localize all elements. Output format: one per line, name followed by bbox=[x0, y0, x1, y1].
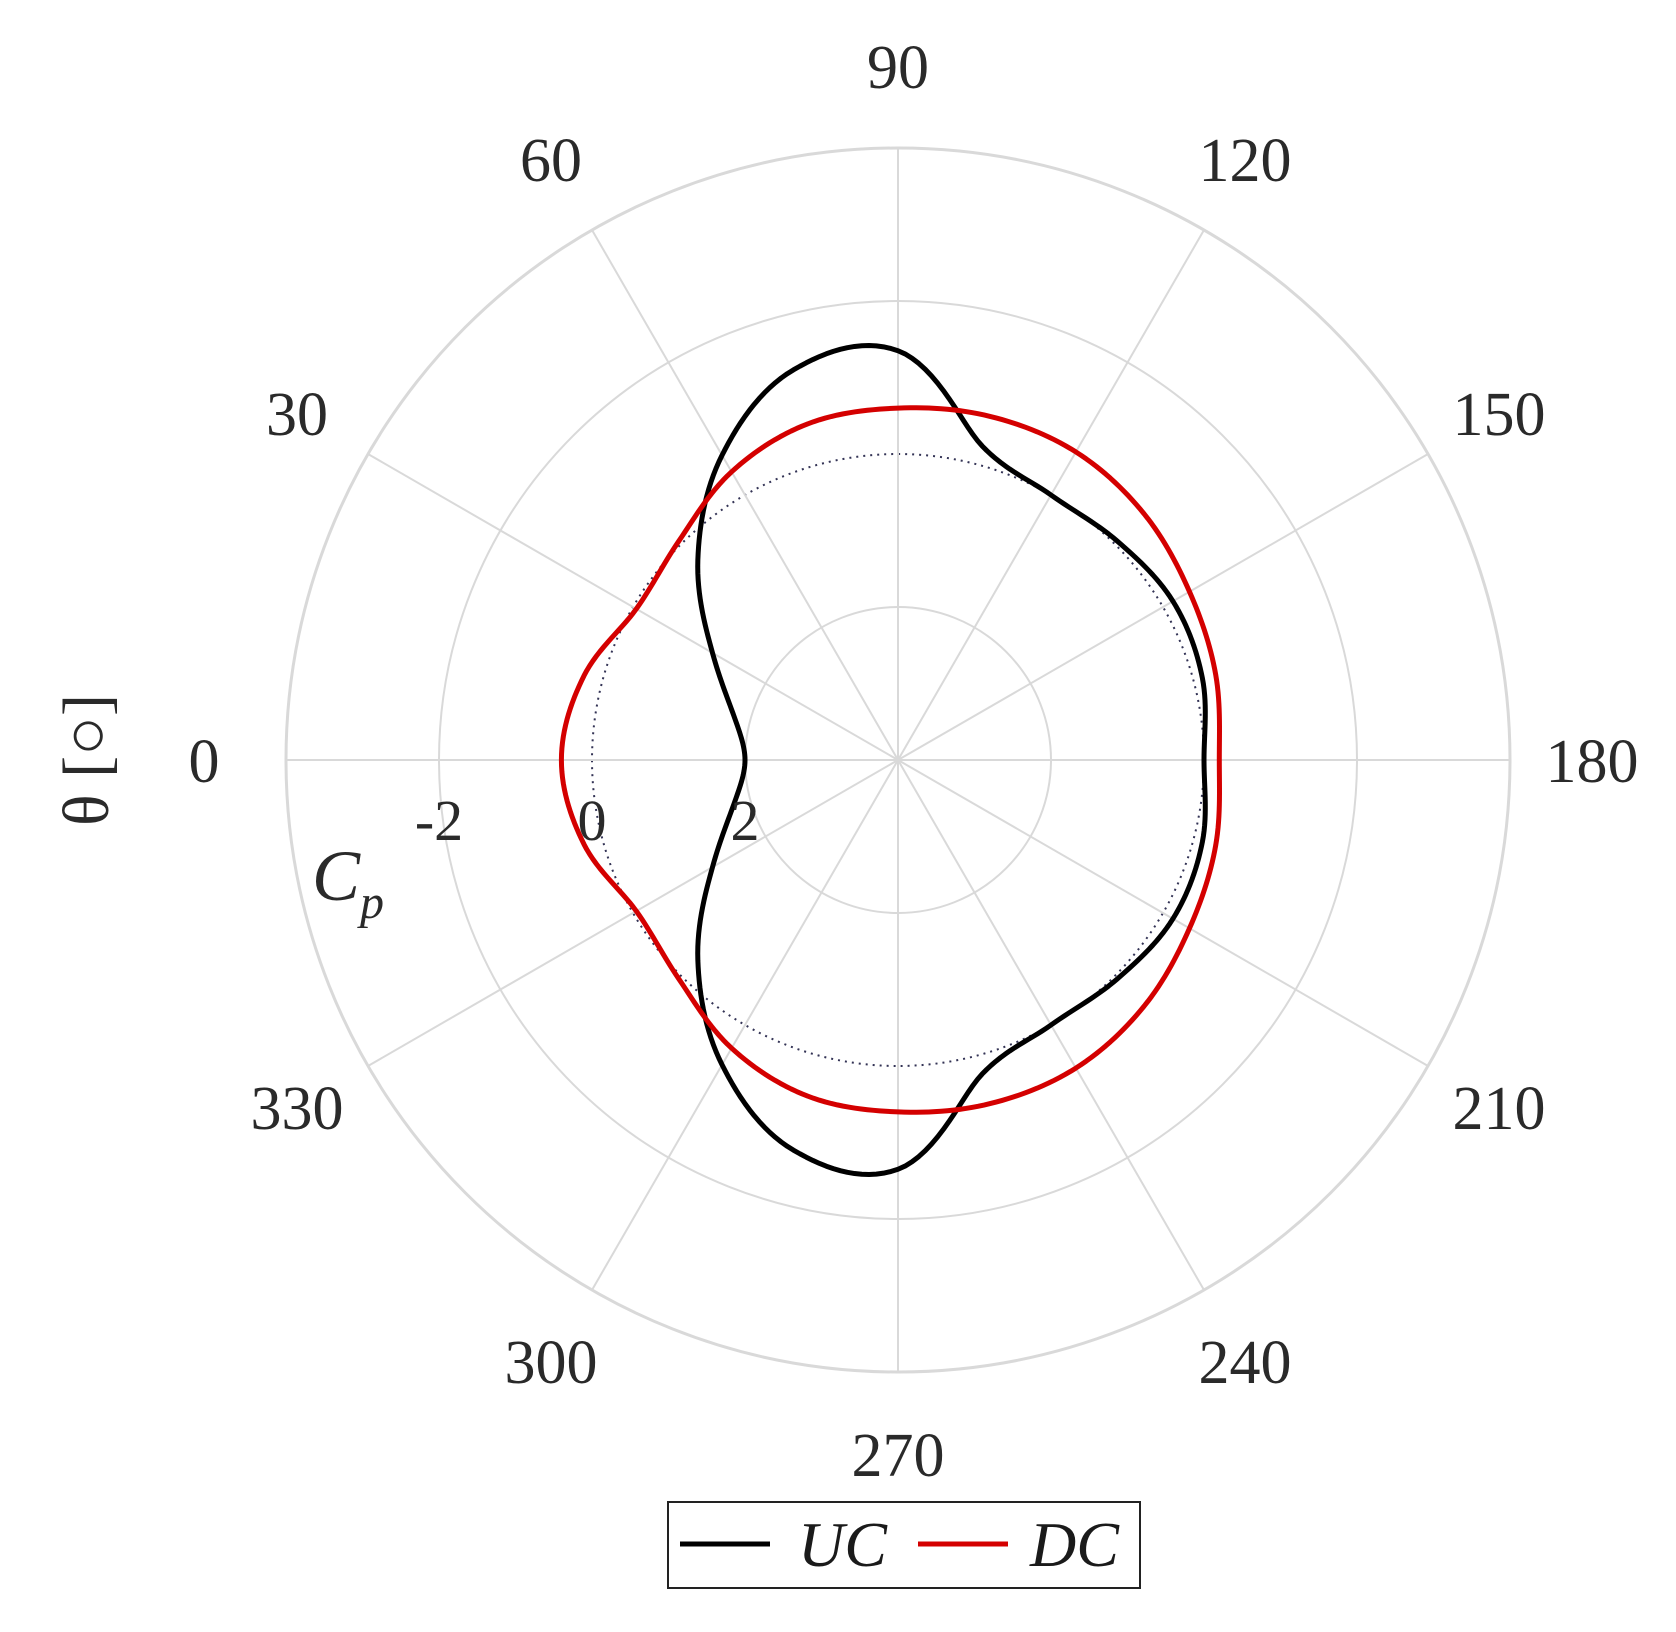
grid-spoke bbox=[591, 759, 899, 1291]
y-axis-label: θ [○] bbox=[50, 694, 123, 826]
angle-tick-label: 90 bbox=[867, 34, 929, 102]
grid-spoke bbox=[591, 229, 899, 761]
polar-grid bbox=[284, 146, 1512, 1374]
series-line-uc bbox=[695, 343, 1208, 1177]
legend-label-dc: DC bbox=[1029, 1509, 1120, 1580]
r-axis-title: Cp bbox=[312, 836, 384, 929]
angle-tick-label: 180 bbox=[1546, 728, 1639, 796]
angle-tick-label: 120 bbox=[1199, 127, 1292, 195]
legend-label-uc: UC bbox=[798, 1509, 888, 1580]
radial-tick-label: 2 bbox=[731, 788, 760, 853]
radial-tick-label: -2 bbox=[415, 788, 463, 853]
angle-tick-label: 270 bbox=[852, 1422, 945, 1490]
angle-tick-label: 60 bbox=[520, 127, 582, 195]
radial-tick-label: 0 bbox=[578, 788, 607, 853]
series-line-dc bbox=[558, 405, 1222, 1115]
legend: UC DC bbox=[667, 1501, 1141, 1589]
angle-tick-label: 210 bbox=[1453, 1075, 1546, 1143]
grid-spoke bbox=[897, 453, 1429, 761]
angle-tick-label: 330 bbox=[250, 1075, 343, 1143]
radial-tick-labels: 2 0 -2 bbox=[415, 788, 760, 853]
grid-spoke bbox=[367, 453, 899, 761]
series-lines bbox=[558, 343, 1222, 1177]
angle-tick-label: 240 bbox=[1199, 1329, 1292, 1397]
angle-tick-labels: 0 30 60 90 120 150 180 210 240 270 300 330 bbox=[189, 34, 1639, 1490]
grid-spoke bbox=[897, 759, 1429, 1067]
r-axis-title-sub: p bbox=[357, 876, 384, 929]
r-axis-title-main: C bbox=[312, 836, 361, 916]
angle-tick-label: 300 bbox=[505, 1329, 598, 1397]
angle-tick-label: 30 bbox=[266, 381, 328, 449]
angle-tick-label: 150 bbox=[1453, 381, 1546, 449]
grid-spoke bbox=[367, 759, 899, 1067]
angle-tick-label: 0 bbox=[189, 728, 220, 796]
